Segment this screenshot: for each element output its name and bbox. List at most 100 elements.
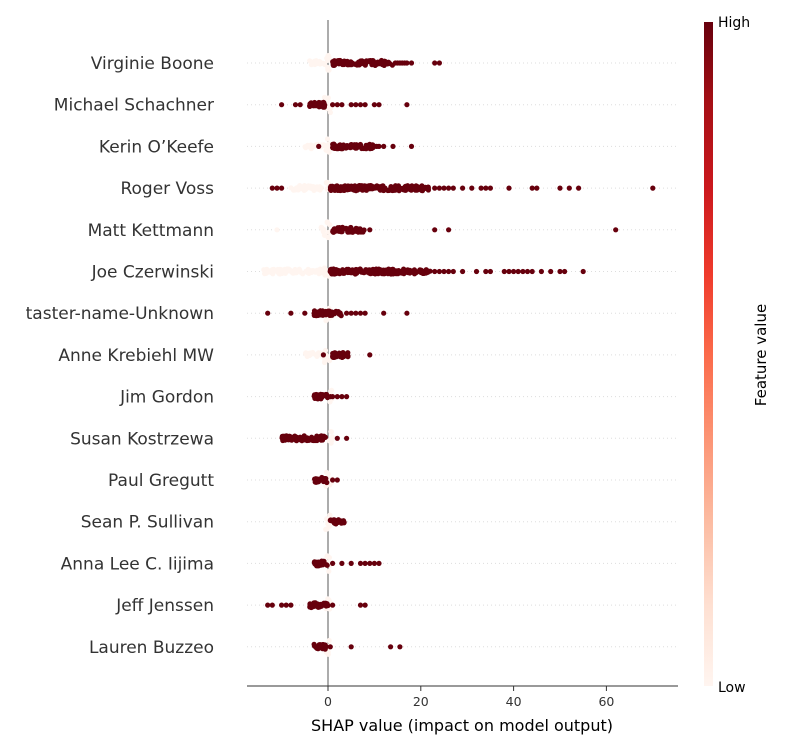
shap-point-high [404, 310, 410, 316]
shap-point-low [321, 94, 328, 101]
shap-point-high [441, 185, 447, 191]
shap-point-high [339, 560, 345, 567]
shap-point-high [315, 396, 321, 402]
shap-point-high [330, 560, 336, 567]
shap-point-high [409, 269, 415, 275]
feature-label: Virginie Boone [91, 54, 214, 74]
shap-point-low [274, 227, 280, 233]
shap-point-high [316, 143, 322, 149]
feature-label: Joe Czerwinski [91, 263, 214, 283]
shap-point-low [318, 60, 325, 66]
shap-point-high [314, 479, 320, 485]
shap-point-high [318, 391, 324, 397]
shap-point-high [446, 227, 452, 233]
shap-point-low [312, 269, 318, 275]
shap-point-high [312, 643, 318, 649]
shap-point-high [344, 435, 350, 441]
shap-point-high [339, 102, 345, 108]
x-axis-title: SHAP value (impact on model output) [311, 716, 613, 735]
shap-point-high [347, 269, 353, 275]
shap-point-high [343, 225, 349, 231]
shap-point-low [261, 267, 267, 273]
feature-label: Lauren Buzzeo [89, 638, 214, 658]
shap-point-low [305, 350, 311, 356]
feature-label: taster-name-Unknown [26, 304, 214, 324]
shap-point-high [359, 183, 365, 189]
shap-point-high [335, 519, 341, 525]
shap-point-high [337, 354, 343, 360]
shap-point-high [332, 267, 338, 273]
shap-point-high [323, 600, 329, 606]
shap-point-high [330, 394, 336, 400]
shap-point-high [483, 185, 489, 191]
shap-point-high [357, 602, 364, 608]
shap-point-low [305, 266, 311, 272]
shap-point-high [316, 310, 322, 316]
shap-point-high [460, 185, 466, 191]
feature-label: Sean P. Sullivan [81, 513, 214, 533]
shap-point-high [436, 60, 442, 66]
shap-point-high [557, 185, 563, 191]
shap-point-low [326, 229, 332, 235]
shap-point-high [390, 143, 396, 149]
shap-point-high [330, 477, 336, 483]
shap-point-high [534, 185, 540, 191]
shap-point-high [363, 145, 369, 152]
feature-label: Jeff Jenssen [115, 596, 214, 616]
shap-point-high [376, 143, 382, 149]
shap-point-high [379, 183, 385, 189]
shap-point-high [269, 602, 275, 608]
shap-point-high [320, 352, 326, 358]
shap-point-high [446, 185, 452, 191]
shap-point-high [288, 310, 294, 316]
x-tick-label: 40 [506, 694, 522, 709]
shap-point-low [284, 268, 290, 274]
feature-label: Matt Kettmann [88, 221, 214, 241]
shap-point-high [324, 479, 330, 486]
shap-point-high [576, 185, 582, 191]
shap-point-high [322, 434, 328, 440]
x-axis-ticks: 0 20 40 60 [324, 686, 614, 709]
shap-point-high [483, 268, 489, 275]
shap-point-high [279, 102, 285, 108]
shap-point-high [269, 185, 275, 191]
shap-point-high [324, 310, 330, 316]
shap-point-high [327, 644, 333, 650]
shap-point-high [450, 268, 456, 275]
shap-point-high [436, 185, 442, 191]
shap-point-low [321, 232, 328, 238]
shap-point-high [346, 185, 353, 191]
shap-point-high [289, 437, 295, 443]
shap-point-high [307, 102, 313, 108]
shap-point-high [311, 308, 318, 314]
shap-point-high [408, 187, 414, 193]
shap-point-high [562, 268, 568, 275]
shap-point-high [322, 476, 328, 482]
shap-point-high [363, 58, 369, 64]
shap-point-high [397, 186, 403, 192]
shap-point-low [323, 469, 330, 475]
shap-point-high [469, 185, 475, 191]
shap-point-high [342, 186, 348, 192]
shap-point-high [580, 268, 586, 275]
shap-point-high [524, 268, 531, 275]
shap-point-high [371, 102, 377, 108]
shap-point-high [331, 517, 337, 523]
shap-point-high [348, 102, 354, 108]
shap-point-high [424, 267, 430, 273]
shap-point-high [362, 602, 368, 608]
shap-point-high [334, 394, 340, 400]
shap-point-high [309, 434, 315, 440]
shap-point-high [348, 644, 354, 650]
shap-point-low [307, 58, 313, 64]
shap-point-low [270, 267, 276, 273]
colorbar-low-label: Low [718, 680, 746, 696]
shap-point-high [515, 268, 521, 275]
colorbar [704, 22, 713, 686]
shap-point-high [510, 268, 517, 275]
shap-point-high [487, 185, 493, 191]
shap-point-low [325, 53, 331, 59]
shap-point-high [529, 268, 535, 275]
shap-point-high [446, 268, 452, 275]
